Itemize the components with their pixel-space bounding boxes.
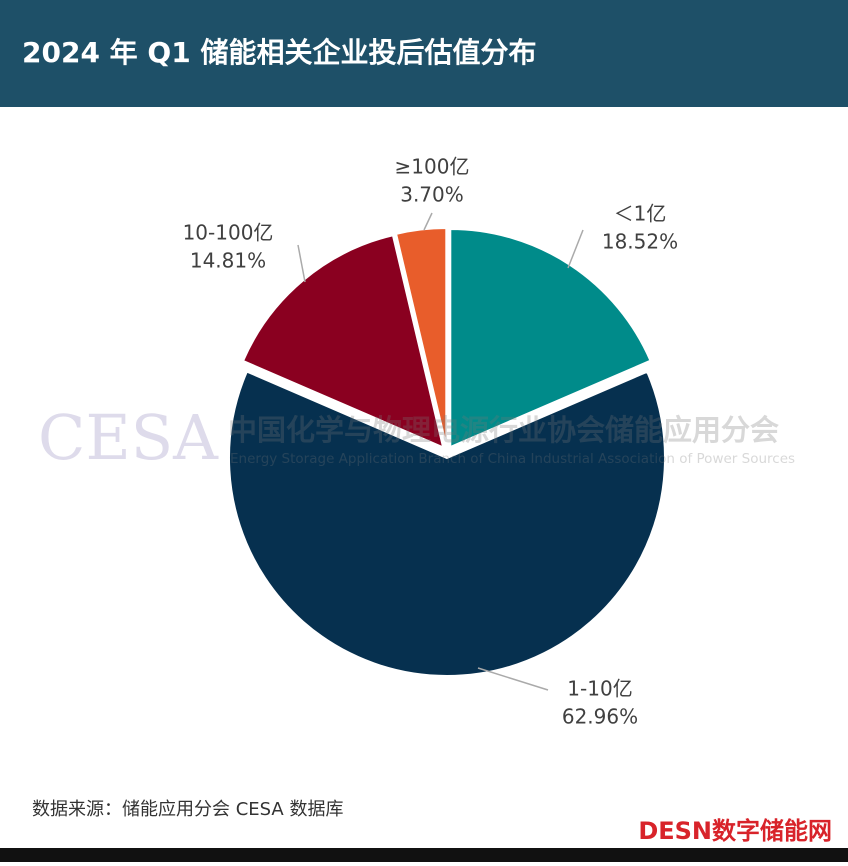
leader-line	[567, 229, 584, 269]
brand: DESN数字储能网	[638, 817, 832, 845]
slice-value-label: 3.70%	[400, 183, 464, 207]
watermark-name-en: Energy Storage Application Branch of Chi…	[230, 451, 795, 467]
header-bar	[0, 0, 848, 107]
pie-slice	[449, 227, 652, 449]
watermark-name: 中国化学与物理电源行业协会储能应用分会	[228, 413, 779, 447]
leader-line	[423, 212, 433, 231]
slice-value-label: 62.96%	[562, 705, 638, 729]
leader-line	[297, 244, 306, 283]
slice-value-label: 14.81%	[190, 249, 266, 273]
watermark: CESA 中国化学与物理电源行业协会储能应用分会 Energy Storage …	[38, 401, 795, 474]
leader-line	[477, 667, 549, 691]
pie-slice	[241, 234, 445, 450]
pie-slice	[228, 370, 666, 677]
slice-category-label: 1-10亿	[567, 677, 632, 701]
source-note: 数据来源：储能应用分会 CESA 数据库	[32, 799, 343, 820]
slice-value-label: 18.52%	[602, 230, 678, 254]
slice-category-label: 10-100亿	[183, 221, 274, 245]
slice-category-label: ＜1亿	[614, 202, 667, 226]
slice-category-label: ≥100亿	[395, 155, 470, 179]
pie	[228, 227, 666, 677]
bottom-strip	[0, 848, 848, 862]
chart-title: 2024 年 Q1 储能相关企业投后估值分布	[22, 36, 536, 69]
pie-slice	[394, 227, 448, 447]
watermark-logo: CESA	[38, 401, 219, 474]
